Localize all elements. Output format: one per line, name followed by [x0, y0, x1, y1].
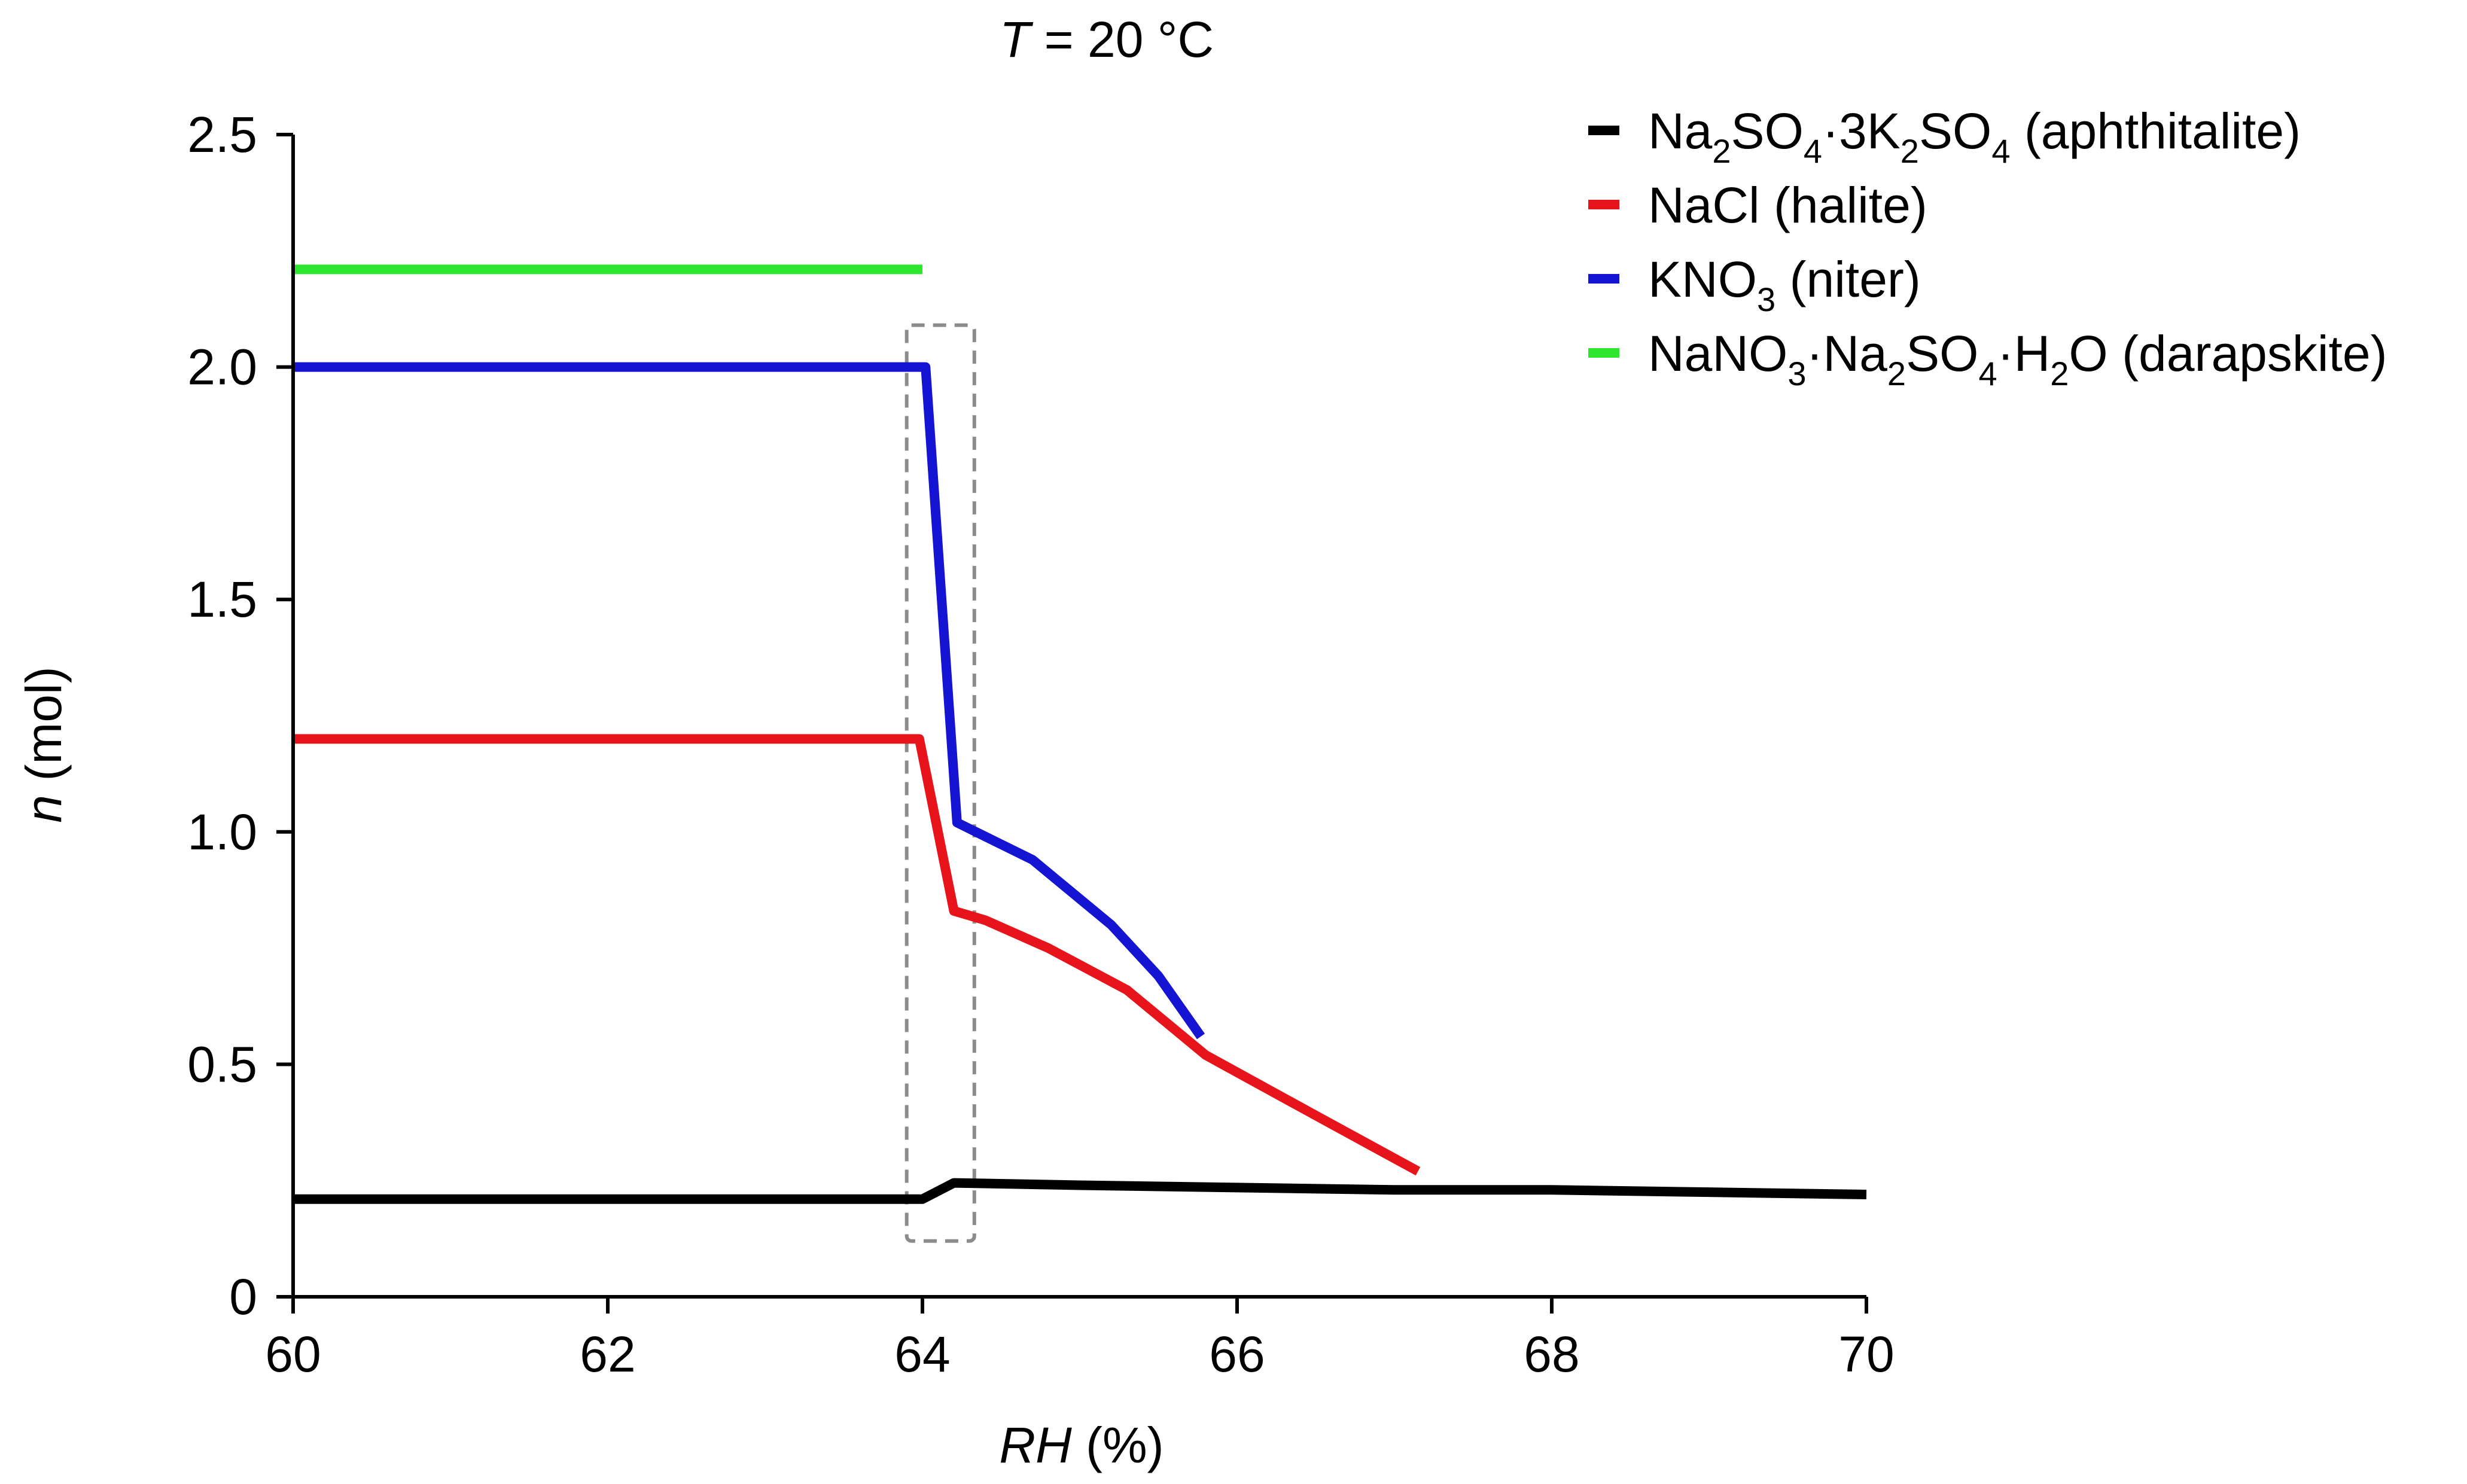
legend-label-part: SO [1906, 325, 1978, 382]
legend-label-part: NaCl [1648, 177, 1760, 233]
legend-label-part: NaNO [1648, 325, 1787, 382]
legend-label-part: (darapskite) [2108, 325, 2387, 382]
x-tick-label: 62 [580, 1326, 635, 1382]
legend-label-part: ·Na [1807, 325, 1888, 382]
legend-label-part: 2 [1900, 132, 1919, 170]
x-tick-label: 60 [265, 1326, 321, 1382]
legend-label-part: Na [1648, 103, 1713, 159]
legend-label-part: 2 [1712, 132, 1731, 170]
plot-area: 0 0.5 1.0 1.5 2.0 2.5 60 62 64 66 68 70 [187, 106, 1895, 1382]
series-line-3 [293, 362, 1205, 1040]
legend-label-part: 2 [2050, 355, 2069, 392]
legend-label-part: ·H [1997, 325, 2051, 382]
legend-label-part: (aphthitalite) [2010, 103, 2301, 159]
y-tick-label: 1.5 [187, 571, 257, 627]
chart-title: T = 20 °C [1000, 11, 1214, 68]
y-tick-label: 2.5 [187, 106, 257, 163]
x-axis-label: RH (%) [999, 1417, 1164, 1473]
y-tick-label: 1.0 [187, 804, 257, 860]
legend-label-part: (halite) [1760, 177, 1927, 233]
y-tick-label: 2.0 [187, 339, 257, 395]
series-line-1 [293, 1178, 1867, 1204]
y-axis-label: n (mol) [16, 666, 72, 822]
x-tick-label: 68 [1524, 1326, 1579, 1382]
legend-label: KNO3 (niter) [1648, 251, 1921, 318]
legend-label-part: 4 [1804, 132, 1822, 170]
y-tick-label: 0 [229, 1269, 257, 1325]
legend-label-part: ·3K [1822, 103, 1900, 159]
x-tick-label: 64 [894, 1326, 950, 1382]
legend-label-part: 4 [1978, 355, 1997, 392]
highlight-box [904, 323, 976, 1243]
legend-label-part: 4 [1991, 132, 2010, 170]
legend-label: NaNO3·Na2SO4·H2O (darapskite) [1648, 325, 2387, 392]
legend-label-part: KNO [1648, 251, 1757, 307]
legend-label-part: 2 [1887, 355, 1906, 392]
legend: Na2SO4·3K2SO4 (aphthitalite)NaCl (halite… [1588, 103, 2387, 392]
legend-label-part: (niter) [1775, 251, 1921, 307]
legend-label-part: 3 [1757, 281, 1775, 318]
legend-label-part: O [2069, 325, 2107, 382]
legend-label-part: SO [1731, 103, 1804, 159]
legend-label: NaCl (halite) [1648, 177, 1927, 233]
legend-label: Na2SO4·3K2SO4 (aphthitalite) [1648, 103, 2301, 170]
y-tick-label: 0.5 [187, 1036, 257, 1092]
x-tick-label: 66 [1209, 1326, 1265, 1382]
legend-label-part: SO [1919, 103, 1991, 159]
series-line-2 [293, 734, 1421, 1176]
x-tick-label: 70 [1838, 1326, 1894, 1382]
legend-label-part: 3 [1787, 355, 1806, 392]
